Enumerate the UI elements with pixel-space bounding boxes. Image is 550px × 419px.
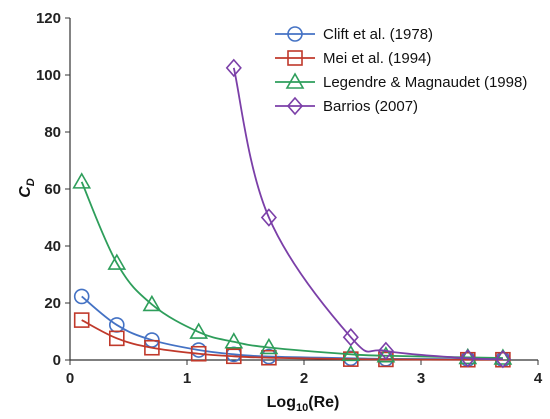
x-tick-label: 3: [417, 370, 425, 387]
data-point: [342, 327, 359, 347]
data-point: [459, 349, 476, 368]
x-tick-label: 4: [534, 370, 543, 387]
legend-marker: [286, 96, 304, 116]
data-point: [458, 347, 478, 365]
y-tick-label: 0: [53, 352, 61, 369]
data-point: [142, 294, 162, 312]
y-axis-title-sub: D: [25, 178, 37, 186]
x-axis-title: Log10(Re): [267, 394, 340, 414]
legend-item: Barrios (2007): [275, 96, 418, 116]
legend-marker: [287, 50, 303, 66]
data-point: [225, 58, 242, 78]
y-tick-label: 20: [44, 295, 61, 312]
y-tick-label: 120: [36, 10, 61, 27]
series-circle: [73, 288, 511, 368]
legend-label: Mei et al. (1994): [323, 50, 431, 67]
data-point: [377, 341, 394, 361]
legend-item: Mei et al. (1994): [275, 50, 431, 67]
data-point: [144, 339, 160, 356]
y-tick-label: 80: [44, 124, 61, 141]
legend-item: Legendre & Magnaudet (1998): [275, 72, 527, 91]
data-point: [259, 337, 279, 355]
legend-label: Clift et al. (1978): [323, 26, 433, 43]
x-axis-title-main: Log: [267, 394, 296, 411]
legend-item: Clift et al. (1978): [275, 26, 433, 43]
data-point: [493, 348, 513, 365]
y-tick-label: 60: [44, 181, 61, 198]
series-line: [80, 181, 503, 359]
data-point: [73, 288, 90, 305]
x-tick-label: 2: [300, 370, 308, 387]
data-point: [226, 348, 242, 365]
x-axis-title-rest: (Re): [308, 394, 339, 411]
data-point: [109, 330, 125, 347]
legend: Clift et al. (1978) Mei et al. (1994) Lege…: [275, 26, 527, 116]
legend-marker: [287, 26, 303, 42]
y-axis-title-main: C: [17, 186, 34, 198]
data-point: [494, 349, 511, 369]
series-triangle: [72, 172, 513, 365]
data-point: [107, 253, 127, 270]
legend-marker: [285, 72, 305, 89]
x-axis-title-sub: 10: [296, 402, 308, 414]
series-diamond: [225, 58, 511, 369]
data-point: [109, 317, 125, 333]
legend-label: Barrios (2007): [323, 98, 418, 115]
data-point: [260, 208, 277, 227]
x-tick-label: 1: [183, 370, 191, 387]
y-axis-title: CD: [17, 178, 37, 198]
series-line: [81, 319, 503, 361]
axes: 0 20 40 60 80 100 120 0 1 2 3 4: [36, 10, 543, 387]
data-point: [261, 349, 277, 366]
y-tick-label: 100: [36, 67, 61, 84]
data-point: [341, 344, 361, 362]
x-tick-label: 0: [66, 370, 74, 387]
y-tick-label: 40: [44, 238, 61, 255]
data-point: [72, 172, 92, 189]
data-point: [73, 312, 90, 328]
data-point: [224, 332, 244, 349]
data-point: [190, 345, 207, 362]
legend-label: Legendre & Magnaudet (1998): [323, 74, 527, 91]
data-point: [189, 322, 209, 339]
series-layer: [72, 58, 513, 369]
